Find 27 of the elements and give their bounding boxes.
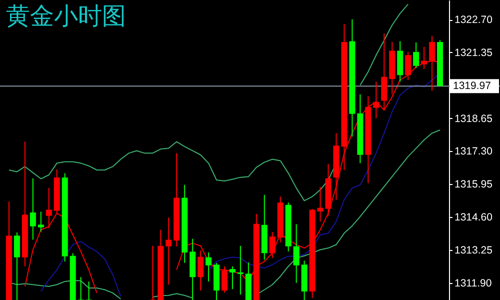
candlestick xyxy=(293,224,300,284)
candlestick xyxy=(78,276,84,300)
y-tick-label: 1318.65 xyxy=(454,112,493,125)
y-tick-label: 1322.70 xyxy=(454,14,493,26)
candlestick xyxy=(317,186,324,222)
chart-title: 黄金小时图 xyxy=(6,3,126,30)
candlestick xyxy=(206,252,212,282)
candlestick xyxy=(14,232,20,300)
y-tick-label: 1321.35 xyxy=(454,46,493,59)
candlestick xyxy=(38,211,44,232)
ref-line-label: 1319.97 xyxy=(453,80,492,92)
candlestick xyxy=(237,245,244,296)
candlestick xyxy=(86,280,92,300)
candlestick xyxy=(198,250,204,291)
candlestick xyxy=(373,81,380,119)
y-tick-label: 1311.90 xyxy=(454,277,492,290)
candlestick xyxy=(46,187,52,229)
candlestick xyxy=(413,42,420,69)
candlestick xyxy=(269,231,276,259)
y-tick-label: 1315.95 xyxy=(454,178,493,191)
candlestick xyxy=(229,266,236,290)
y-tick-label: 1317.30 xyxy=(454,146,493,158)
candlestick xyxy=(150,245,156,300)
candlestick xyxy=(166,217,172,286)
candlestick xyxy=(30,178,36,240)
y-tick-label: 1314.60 xyxy=(454,212,493,224)
y-tick-label: 1313.25 xyxy=(454,244,493,256)
